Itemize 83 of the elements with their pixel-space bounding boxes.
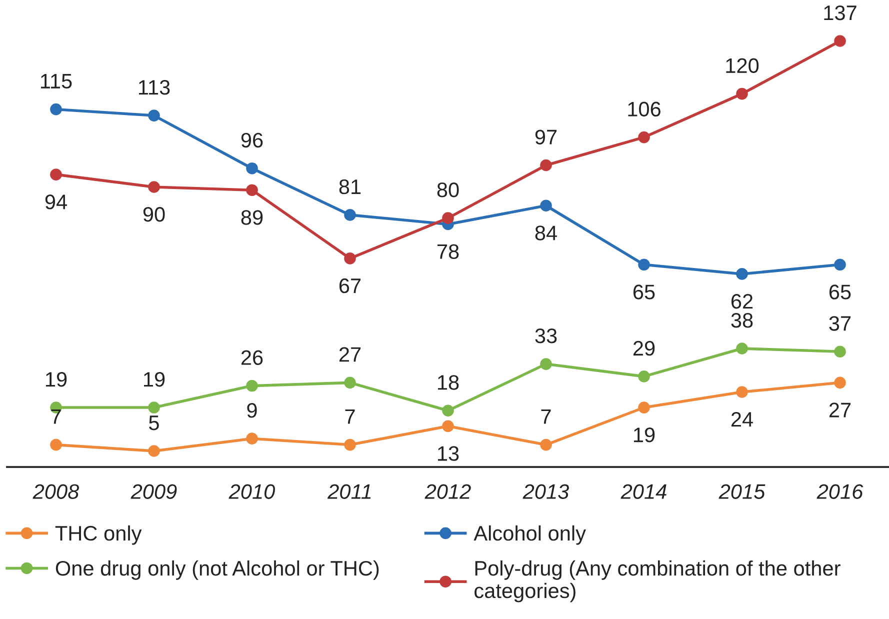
point [736,88,748,100]
point [442,420,454,432]
data-label: 96 [241,132,263,148]
x-tick-label: 2009 [130,484,177,499]
point [50,103,62,116]
data-label: 7 [541,409,551,424]
point [344,209,356,221]
data-label: 26 [241,350,263,365]
point [834,346,846,358]
data-label: 89 [241,210,263,225]
data-label: 19 [46,372,67,387]
point [246,432,258,444]
data-label: 90 [143,206,165,222]
data-label: 29 [633,340,655,356]
data-label: 78 [437,244,459,260]
legend-label: THC only [55,525,142,545]
point [736,268,748,280]
point [344,438,356,451]
x-tick-label: 2012 [424,484,471,499]
data-label: 38 [731,312,753,328]
point [246,380,258,392]
data-label: 27 [339,347,361,362]
data-label: 33 [535,328,557,344]
data-label: 106 [628,102,660,117]
point [442,212,454,224]
point [50,438,62,451]
x-tick-label: 2014 [620,484,666,499]
data-label: 9 [247,403,257,418]
point [540,358,552,370]
point [638,370,650,382]
point [442,404,454,417]
point [834,258,846,271]
data-label: 84 [535,226,557,240]
x-tick-label: 2008 [32,484,80,499]
point [834,35,846,47]
legend-label: Poly-drug (Any combination of the other categories) [474,560,840,602]
point [638,258,650,271]
data-label: 113 [138,80,170,95]
data-label: 19 [144,372,165,387]
data-label: 62 [731,294,753,309]
x-tick-label: 2016 [816,484,864,499]
point [344,376,356,389]
x-tick-label: 2013 [522,484,569,499]
data-label: 65 [633,284,655,300]
data-label: 120 [726,58,759,74]
data-label: 7 [51,409,61,424]
point [246,184,258,196]
point [148,402,160,414]
data-label: 94 [45,194,67,210]
data-label: 97 [535,130,557,144]
point [246,162,258,174]
point [540,438,552,451]
data-label: 137 [824,5,856,20]
point [50,168,62,180]
data-label: 5 [149,416,159,430]
data-label: 13 [438,446,459,461]
point [540,159,552,172]
legend-label: Alcohol only [474,525,586,545]
data-label: 67 [339,278,361,294]
point [148,445,160,457]
data-label: 37 [829,316,851,331]
point [834,376,846,389]
x-tick-label: 2011 [327,484,371,499]
point [736,342,748,354]
point [540,200,552,212]
point [344,252,356,264]
data-label: 115 [40,74,72,89]
legend-label: One drug only (not Alcohol or THC) [56,560,379,580]
x-tick-label: 2010 [228,484,275,499]
data-label: 27 [829,402,851,418]
x-tick-label: 2015 [718,484,766,499]
data-label: 18 [438,375,459,390]
data-label: 80 [437,182,459,198]
point [638,131,650,144]
point [148,181,160,193]
data-label: 65 [829,284,851,300]
data-label: 81 [339,179,361,194]
data-label: 24 [731,412,753,427]
point [736,386,748,398]
point [638,402,650,414]
point [148,110,160,122]
data-label: 7 [345,409,355,424]
data-label: 19 [634,428,655,442]
